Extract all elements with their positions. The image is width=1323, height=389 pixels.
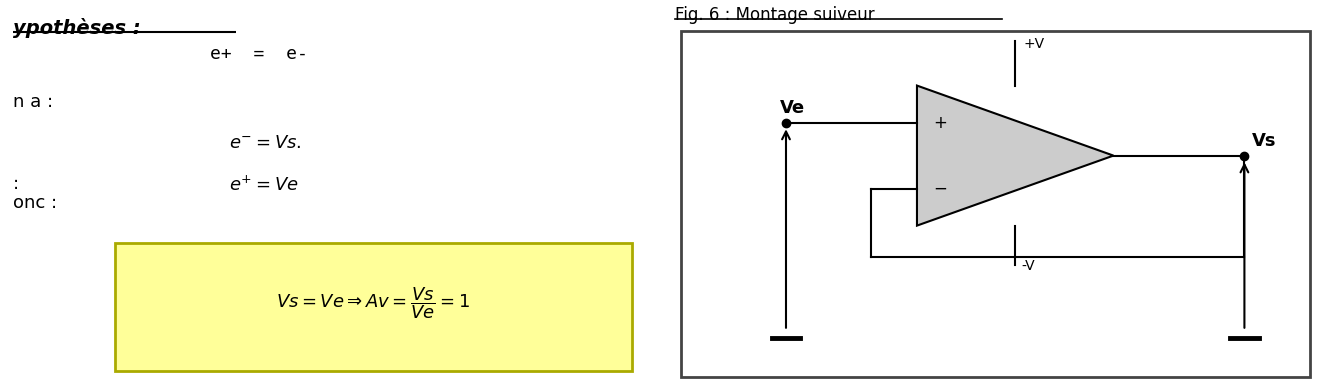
Text: onc :: onc : [13,194,57,212]
Text: :: : [13,175,20,193]
Text: e+  =  e-: e+ = e- [209,45,307,63]
Text: +: + [933,114,947,131]
Text: Vs: Vs [1253,132,1277,150]
FancyBboxPatch shape [115,243,632,371]
Text: Fig. 6 : Montage suiveur: Fig. 6 : Montage suiveur [675,6,875,24]
Text: $Vs = Ve  \Rightarrow  Av = \dfrac{Vs}{Ve} = 1$: $Vs = Ve \Rightarrow Av = \dfrac{Vs}{Ve}… [277,286,470,321]
Text: +V: +V [1023,37,1044,51]
Text: ypothèses :: ypothèses : [13,18,140,37]
Text: -V: -V [1021,259,1036,273]
Text: n a :: n a : [13,93,53,111]
Text: $e^{-} = Vs.$: $e^{-} = Vs.$ [229,134,302,152]
Bar [681,31,1310,377]
Text: Ve: Ve [779,99,804,117]
Polygon shape [917,86,1114,226]
Text: −: − [933,180,947,198]
Text: $e^{+} = Ve$: $e^{+} = Ve$ [229,175,299,194]
